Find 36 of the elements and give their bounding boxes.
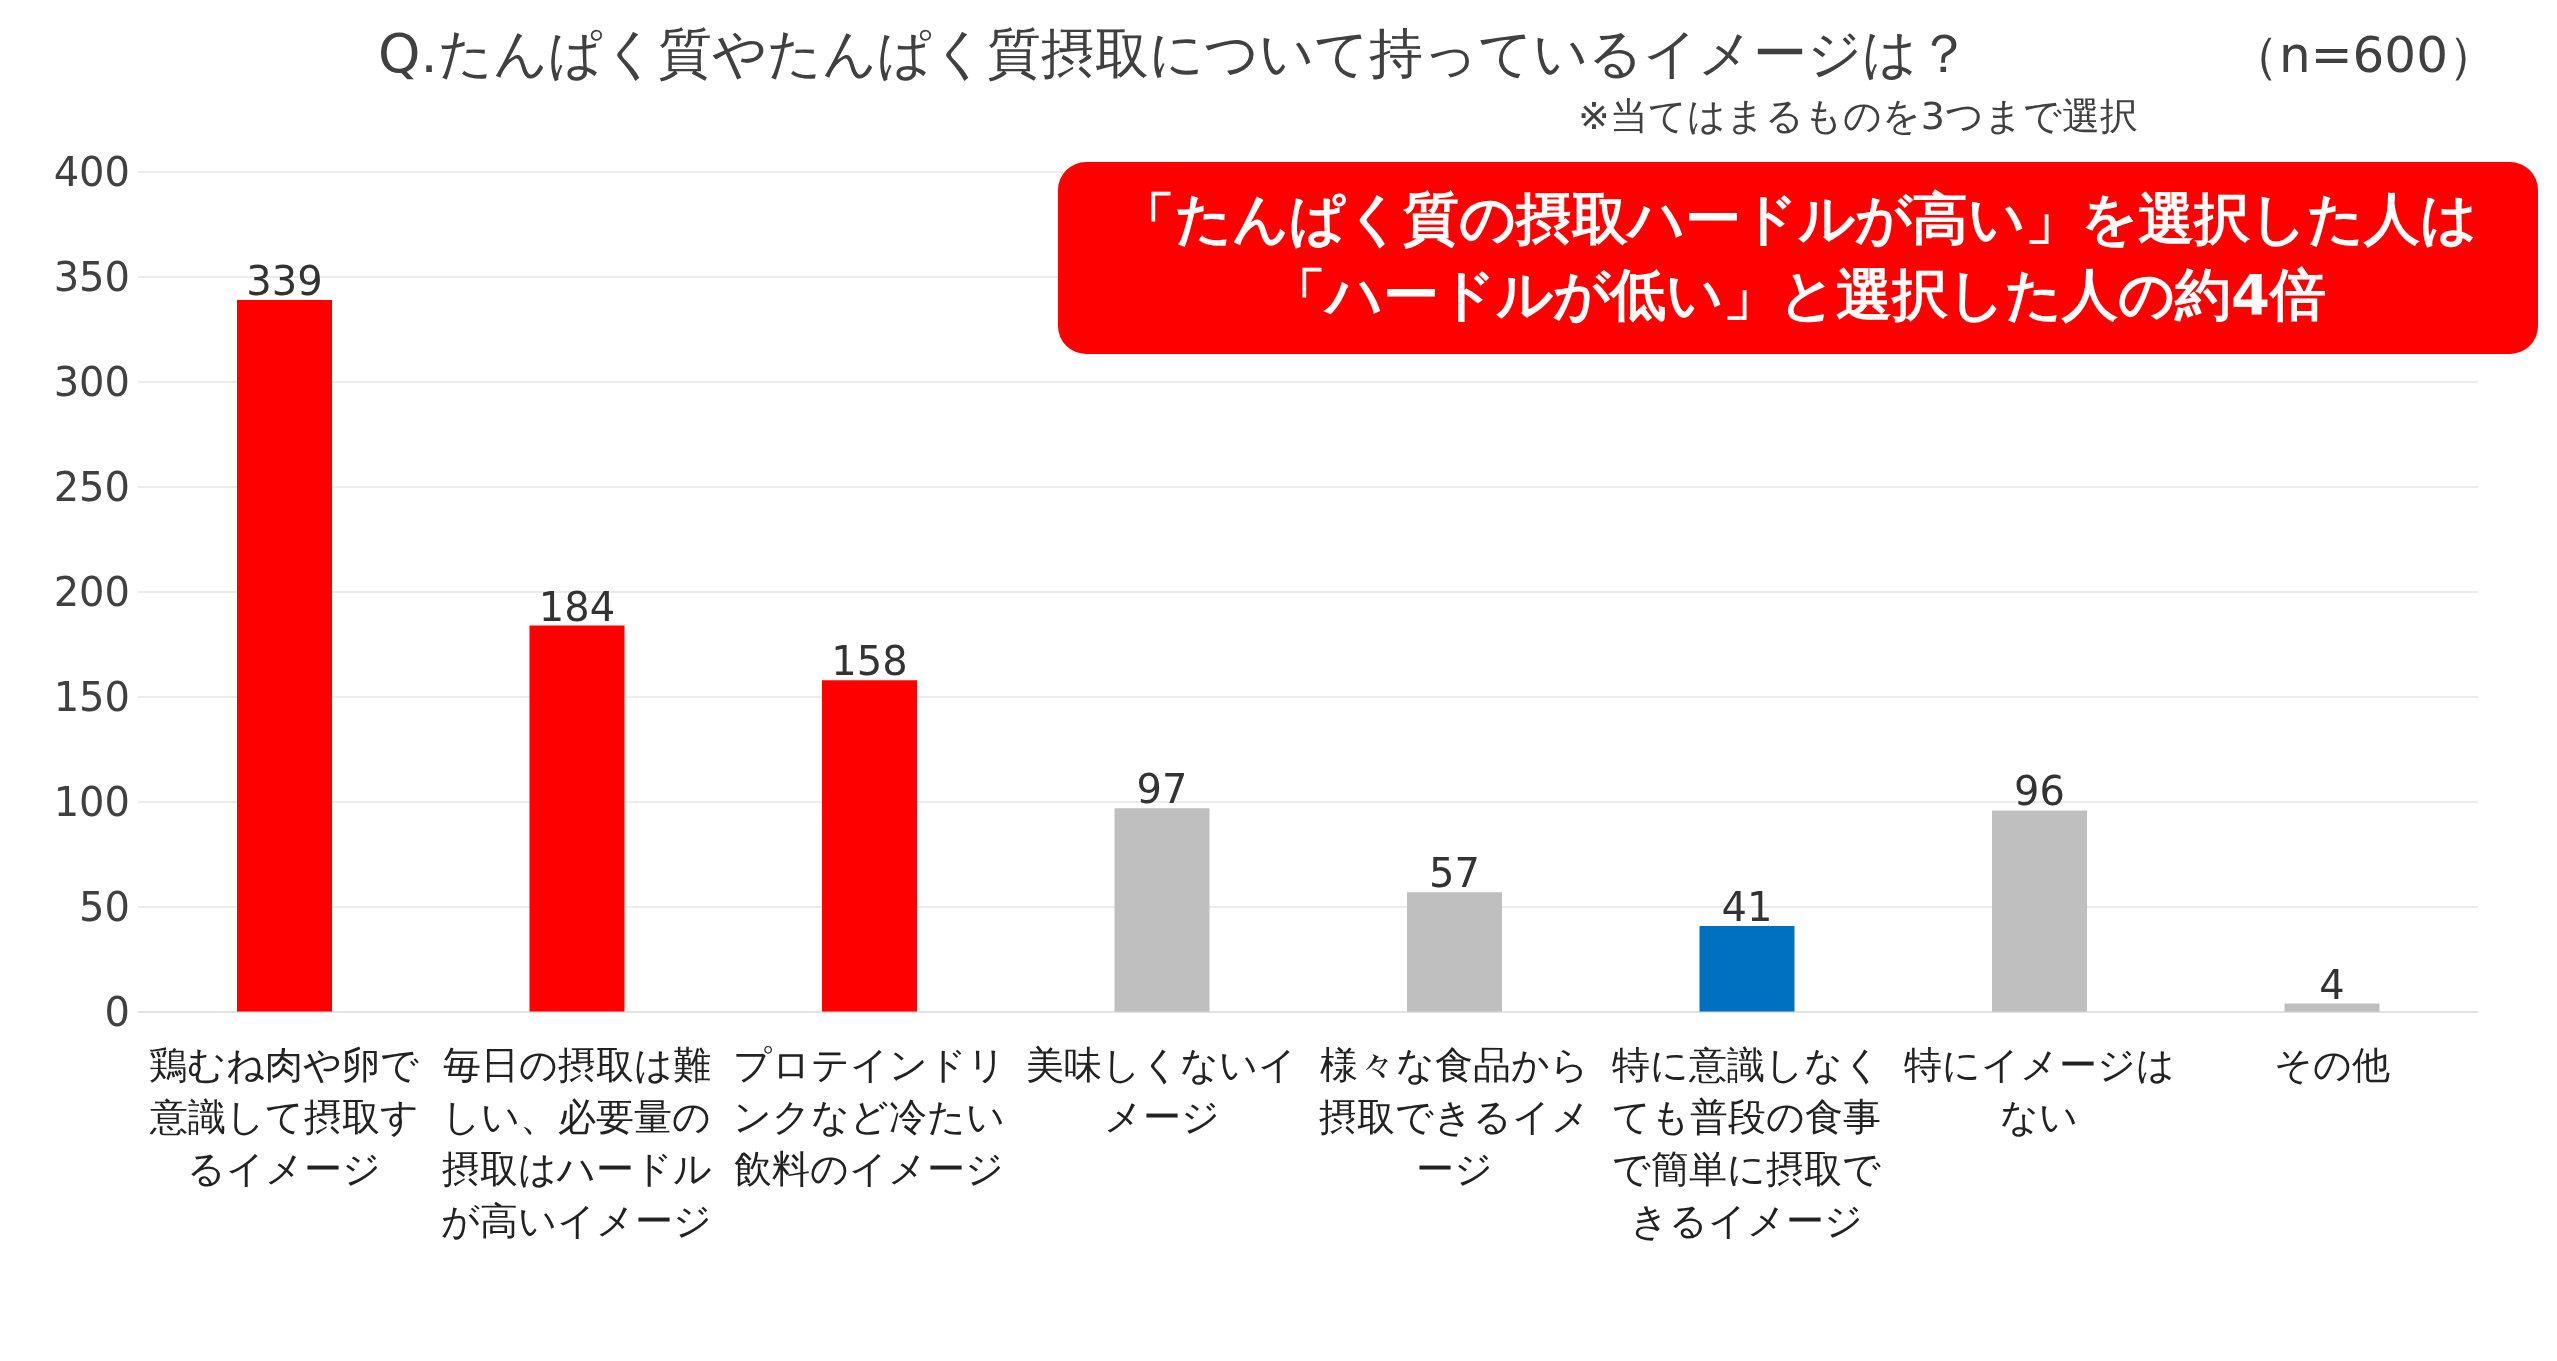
annotation: 「たんぱく質の摂取ハードルが高い」を選択した人は「ハードルが低い」と選択した人の約4倍	[1119, 186, 2477, 327]
data-label: 41	[1721, 883, 1773, 930]
y-tick-label: 150	[53, 674, 130, 721]
bar	[822, 680, 917, 1012]
x-tick-label: 美味しくないイメージ	[1026, 1043, 1298, 1139]
chart-title: Q.たんぱく質やたんぱく質摂取について持っているイメージは？	[378, 21, 1971, 87]
data-label: 158	[831, 638, 908, 685]
y-tick-label: 400	[53, 149, 130, 196]
data-label: 339	[246, 258, 323, 305]
x-tick-label: 特にイメージはない	[1903, 1043, 2175, 1139]
y-tick-label: 200	[53, 569, 130, 616]
data-label: 97	[1136, 766, 1188, 813]
data-label: 184	[538, 583, 616, 630]
bar	[1114, 808, 1210, 1012]
x-tick-label: プロテインドリンクなど冷たい飲料のイメージ	[732, 1043, 1006, 1191]
chart-subtitle: ※当てはまるものを3つまで選択	[1576, 93, 2138, 140]
y-tick-label: 250	[53, 464, 130, 511]
y-tick-label: 300	[53, 359, 130, 406]
x-tick-label: その他	[2273, 1043, 2390, 1087]
x-tick-label: 様々な食品から摂取できるイメージ	[1318, 1043, 1590, 1191]
x-tick-label: 特に意識しなくても普段の食事で簡単に摂取できるイメージ	[1611, 1043, 1882, 1243]
y-tick-label: 0	[104, 989, 130, 1036]
y-tick-label: 350	[53, 254, 130, 301]
data-label: 96	[2014, 768, 2065, 815]
y-tick-label: 100	[53, 779, 130, 826]
bar	[1992, 810, 2087, 1012]
x-tick-label: 鶏むね肉や卵で意識して摂取するイメージ	[148, 1043, 420, 1191]
bar	[1407, 892, 1502, 1012]
x-tick-label: 毎日の摂取は難しい、必要量の摂取はハードルが高いイメージ	[441, 1043, 713, 1243]
text: （n=600）	[2228, 25, 2498, 86]
bar	[529, 625, 625, 1012]
y-tick-label: 50	[79, 884, 130, 931]
bar	[237, 300, 332, 1012]
data-label: 4	[2319, 961, 2345, 1008]
data-label: 57	[1429, 850, 1480, 897]
bar	[1699, 925, 1795, 1012]
